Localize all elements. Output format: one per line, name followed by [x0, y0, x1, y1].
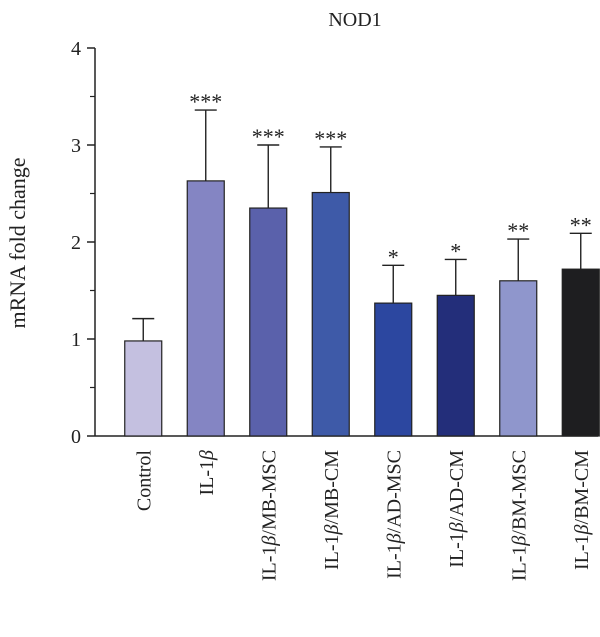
bars-group: ****** **** *** **: [124, 89, 600, 437]
significance-label: *: [388, 244, 399, 269]
x-tick-label: IL-1β/MB-MSC: [258, 450, 280, 581]
y-tick-label: 4: [71, 38, 81, 60]
y-tick-label: 2: [71, 232, 81, 254]
bar: [561, 268, 600, 437]
x-tick-label: IL-1β/AD-CM: [446, 450, 468, 568]
x-tick-label: Control: [133, 450, 155, 512]
significance-label: ***: [252, 124, 285, 149]
x-tick-label: IL-1β/AD-MSC: [383, 450, 405, 579]
bar: [436, 294, 475, 437]
x-tick-label: IL-1β/BM-CM: [571, 450, 593, 570]
significance-label: **: [507, 218, 529, 243]
x-tick-label: IL-1β: [196, 450, 218, 496]
significance-label: *: [450, 238, 461, 263]
y-axis-label: mRNA fold change: [5, 157, 30, 328]
significance-label: ***: [314, 126, 347, 151]
x-tick-labels: Control IL-1β IL-1β/MB-MSC IL-1β/MB-CM IL-1β…: [133, 450, 593, 582]
y-tick-label: 1: [71, 329, 81, 351]
bar: [124, 340, 163, 437]
bar: [249, 207, 288, 437]
x-tick-label: IL-1β/MB-CM: [321, 450, 343, 570]
significance-label: **: [570, 212, 592, 237]
significance-label: ***: [189, 89, 222, 114]
bar: [374, 302, 413, 437]
y-tick-label: 0: [71, 426, 81, 448]
x-tick-label: IL-1β/BM-MSC: [508, 450, 530, 581]
bar: [311, 191, 350, 437]
chart-title: NOD1: [328, 9, 381, 31]
bar: [186, 180, 225, 437]
y-tick-label: 3: [71, 135, 81, 157]
bar: [499, 280, 538, 437]
